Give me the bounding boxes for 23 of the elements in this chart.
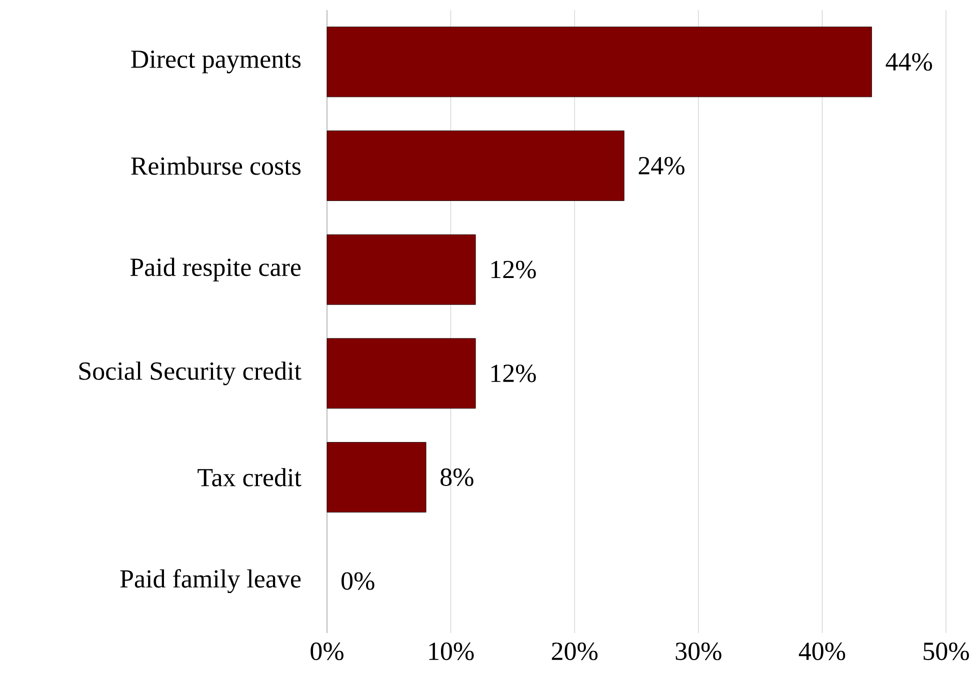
data-label: 0% (342, 572, 374, 590)
y-tick-label: Reimburse costs (131, 156, 301, 175)
y-tick-label: Paid family leave (120, 569, 301, 594)
bar (326, 338, 476, 409)
bar (326, 26, 872, 98)
data-label: 8% (440, 468, 474, 486)
x-tick-label: 0% (310, 642, 344, 660)
bar (326, 234, 476, 305)
x-tick-label: 50% (924, 642, 969, 660)
y-tick-label: Social Security credit (79, 362, 302, 386)
bar (326, 442, 426, 512)
data-label: 24% (638, 156, 684, 175)
data-label: 12% (491, 364, 536, 382)
data-label: 12% (491, 260, 536, 278)
x-tick-label: 40% (798, 642, 846, 660)
x-tick-label: 30% (676, 642, 722, 660)
y-tick-label: Direct payments (131, 50, 301, 74)
x-tick-label: 20% (552, 642, 598, 660)
data-label: 44% (886, 53, 932, 71)
x-tick-label: 10% (429, 642, 474, 660)
y-tick-label: Tax credit (198, 468, 302, 486)
bar (326, 130, 624, 201)
y-tick-label: Paid respite care (130, 258, 301, 282)
